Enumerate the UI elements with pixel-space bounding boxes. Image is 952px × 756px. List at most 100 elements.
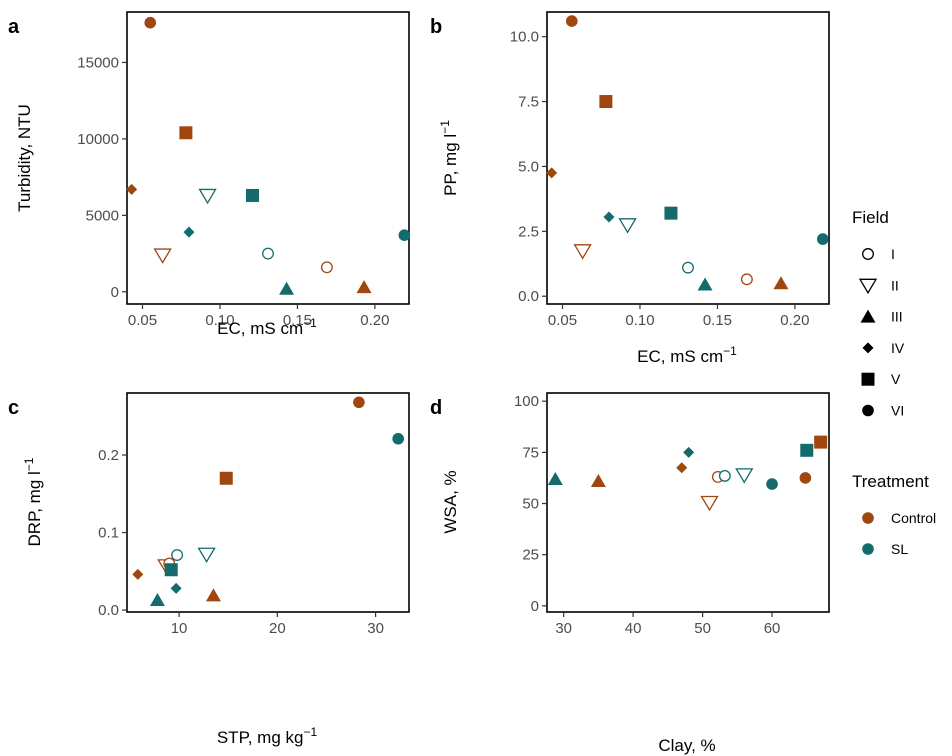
point-control-field-iv [126,183,138,195]
point-sl-field-iii [697,277,713,291]
y-tick-label: 50 [522,496,539,513]
point-control-field-iii [590,474,606,488]
point-control-field-iii [205,588,221,602]
x-tick-label: 0.10 [625,312,654,329]
x-tick-label: 50 [694,620,711,637]
legend-field-marker-iv [862,342,874,354]
panel-label: b [430,16,442,38]
point-sl-field-v [800,443,814,457]
point-control-field-i [740,273,753,286]
legend-treatment-label: SL [891,541,908,557]
point-control-field-iii [356,280,372,294]
point-control-field-v [179,126,193,140]
legend-field-marker-vi [862,404,874,417]
panel-b: b 0.05 0.10 0.15 0.20 0.0 2.5 5.0 7.5 10.0 EC, mS … [430,11,830,366]
y-tick-label: 0.0 [98,602,119,619]
x-axis-label-sup: −1 [723,344,737,358]
x-tick-label: 30 [555,620,572,637]
point-sl-field-ii [197,547,216,564]
y-axis-label: PP, mg l−1 [438,120,460,196]
x-axis-label: Clay, % [658,736,715,755]
x-axis-label: EC, mS cm−1 [637,344,737,366]
point-control-field-ii [153,248,172,264]
legend-field-marker-ii [858,278,878,295]
data-points [132,396,404,606]
y-tick-label: 0 [111,284,119,301]
y-tick-label: 7.5 [518,94,539,111]
point-sl-field-v [246,188,260,202]
point-control-field-v [599,95,613,109]
point-control-field-v [814,435,828,449]
legend-field-marker-iii [860,309,876,323]
legend-field-label: III [891,309,903,325]
point-sl-field-vi [398,229,411,242]
y-axis-label-sup: −1 [22,457,36,471]
point-sl-field-vi [817,233,829,245]
point-sl-field-vi [766,478,778,490]
x-tick-label: 0.05 [548,312,577,329]
data-points [126,16,411,295]
point-sl-field-i [262,247,274,260]
point-sl-field-ii [198,188,217,205]
legend-field-label: V [891,371,901,387]
legend-field-title: Field [852,208,889,227]
y-tick-label: 0.2 [98,447,119,464]
x-tick-label: 0.20 [360,312,389,329]
plot-frame [126,392,410,613]
point-sl-field-i [718,469,731,482]
point-sl-field-iv [183,226,195,238]
point-sl-field-ii [618,218,637,234]
x-tick-label: 0.20 [780,312,809,329]
y-tick-label: 0.1 [98,525,119,542]
x-tick-label: 10 [171,620,188,637]
legend-treatment-marker-sl [862,543,874,555]
plot-frame [546,392,830,613]
y-tick-label: 0.0 [518,288,539,305]
point-control-field-vi [565,15,578,27]
panel-label: d [430,397,442,419]
y-tick-label: 100 [514,393,539,410]
y-axis-label: Turbidity, NTU [15,104,34,212]
point-sl-field-v [664,206,678,220]
legend-field-marker-v [861,372,875,386]
point-sl-field-ii [735,468,754,484]
data-points [546,15,829,291]
y-tick-label: 5000 [86,207,119,224]
plot-frame [546,11,830,305]
point-sl-field-iii [149,592,165,606]
point-sl-field-i [682,261,694,274]
panel-a: a 0.05 0.10 0.15 0.20 0 5000 10000 15000 EC, mS c… [8,11,411,338]
point-control-field-ii [700,495,719,512]
panel-d: d 30 40 50 60 0 25 50 75 100 Clay, % WSA, % [430,392,830,755]
point-sl-field-iv [603,211,615,223]
point-control-field-iii [773,276,789,290]
point-control-field-vi [144,16,157,29]
x-axis-label-sup: −1 [303,316,317,330]
point-sl-field-iv [170,582,182,594]
point-control-field-ii [573,244,592,260]
point-control-field-iv [676,462,688,474]
x-tick-label: 0.10 [205,312,234,329]
x-tick-label: 0.15 [703,312,732,329]
legend-treatment-title: Treatment [852,472,929,491]
x-tick-label: 60 [764,620,781,637]
legend-field-label: II [891,277,899,293]
y-tick-label: 5.0 [518,158,539,175]
y-axis-label: DRP, mg l−1 [22,457,44,546]
x-tick-label: 0.05 [128,312,157,329]
point-sl-field-v [164,563,178,577]
y-axis-label: WSA, % [441,470,460,533]
data-points [547,435,828,512]
y-axis-label-sup: −1 [438,120,452,134]
panel-label: a [8,16,20,38]
point-sl-field-vi [392,432,404,445]
point-control-field-iv [132,568,144,580]
y-tick-label: 25 [522,547,539,564]
x-tick-label: 0.15 [283,312,312,329]
x-axis-label: STP, mg kg−1 [217,725,318,747]
point-control-field-vi [353,396,365,409]
y-tick-label: 15000 [77,54,119,71]
x-axis-label: EC, mS cm−1 [217,316,317,338]
legend-field-marker-i [862,248,874,260]
